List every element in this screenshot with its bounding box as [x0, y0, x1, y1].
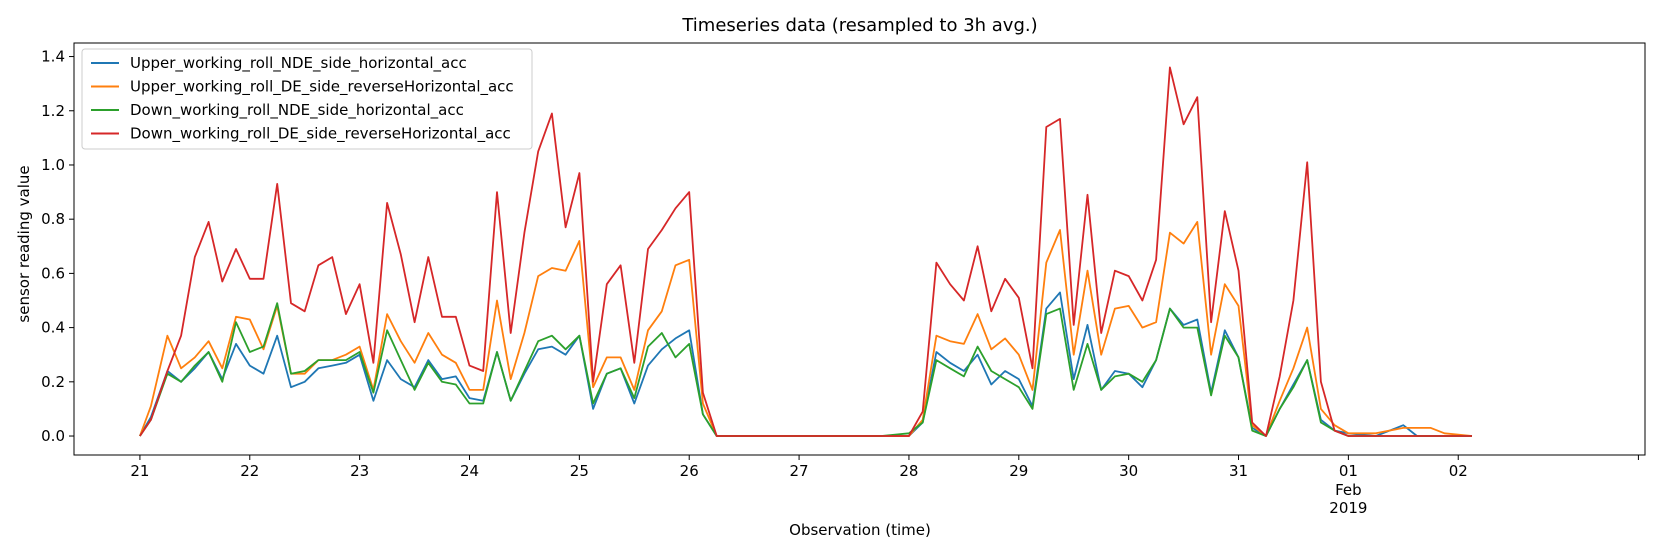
y-axis-title: sensor reading value	[15, 165, 33, 322]
x-tick-label: 22	[240, 462, 259, 480]
x-tick-label: 01	[1339, 462, 1358, 480]
x-tick-label: 31	[1229, 462, 1248, 480]
x-axis-title: Observation (time)	[789, 521, 931, 539]
y-axis: 0.0 0.2 0.4 0.6 0.8 1.0 1.2 1.4	[41, 48, 74, 445]
y-tick-label: 0.0	[41, 427, 65, 445]
y-tick-label: 0.2	[41, 373, 65, 391]
chart-title: Timeseries data (resampled to 3h avg.)	[681, 15, 1037, 36]
series-line-3	[139, 302, 1472, 437]
x-tick-label: 24	[460, 462, 479, 480]
legend: Upper_working_roll_NDE_side_horizontal_a…	[81, 48, 533, 150]
legend-box	[81, 48, 533, 150]
x-tick-label: 26	[680, 462, 699, 480]
legend-label: Upper_working_roll_NDE_side_horizontal_a…	[130, 54, 467, 73]
legend-label: Down_working_roll_DE_side_reverseHorizon…	[130, 125, 511, 144]
legend-label: Upper_working_roll_DE_side_reverseHorizo…	[130, 78, 514, 97]
y-tick-label: 0.4	[41, 319, 65, 337]
x-tick-label: 23	[350, 462, 369, 480]
y-tick-label: 1.0	[41, 156, 65, 174]
y-tick-label: 1.4	[41, 48, 65, 66]
series-line-4	[139, 66, 1472, 437]
x-tick-sublabel-year: 2019	[1329, 499, 1367, 517]
x-tick-label: 25	[570, 462, 589, 480]
y-tick-label: 1.2	[41, 102, 65, 120]
x-tick-sublabel-month: Feb	[1335, 481, 1362, 499]
x-tick-label: 27	[790, 462, 809, 480]
legend-label: Down_working_roll_NDE_side_horizontal_ac…	[130, 101, 464, 120]
x-tick-label: 21	[130, 462, 149, 480]
y-tick-label: 0.6	[41, 264, 65, 282]
plot-frame	[73, 42, 1646, 456]
x-tick-label: 29	[1009, 462, 1028, 480]
y-tick-label: 0.8	[41, 210, 65, 228]
x-tick-label: 02	[1449, 462, 1468, 480]
x-tick-label: 28	[899, 462, 918, 480]
x-tick-label: 30	[1119, 462, 1138, 480]
plot-lines	[139, 66, 1473, 437]
